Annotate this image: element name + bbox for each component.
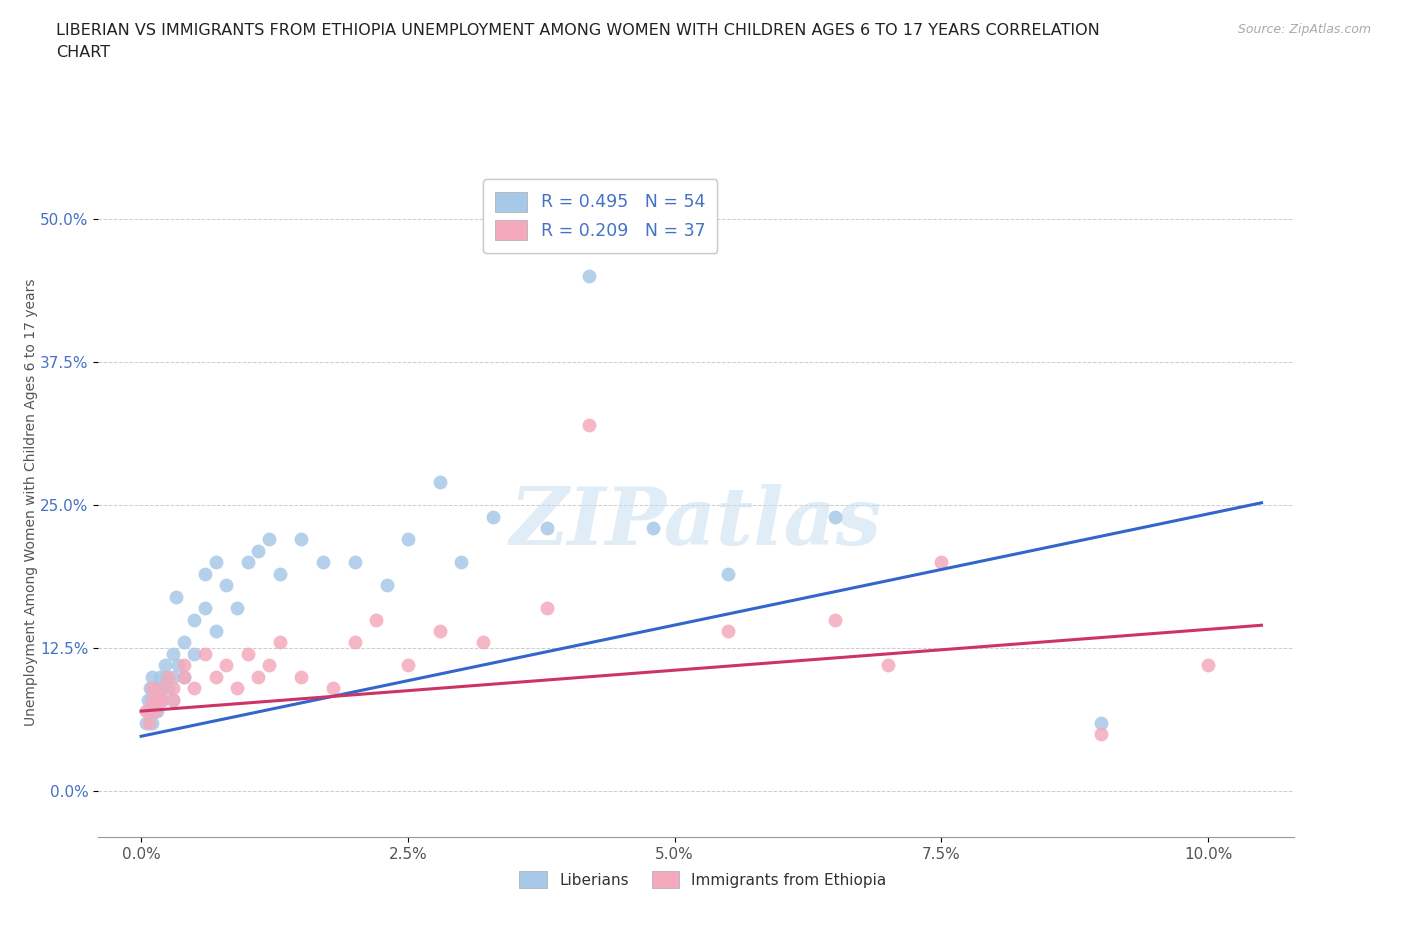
Point	[257, 532, 280, 547]
Point	[717, 623, 740, 638]
Point	[138, 715, 160, 730]
Point	[536, 601, 558, 616]
Text: CHART: CHART	[56, 45, 110, 60]
Point	[142, 692, 165, 707]
Point	[375, 578, 398, 592]
Point	[290, 532, 312, 547]
Point	[877, 658, 900, 672]
Point	[194, 566, 217, 581]
Text: LIBERIAN VS IMMIGRANTS FROM ETHIOPIA UNEMPLOYMENT AMONG WOMEN WITH CHILDREN AGES: LIBERIAN VS IMMIGRANTS FROM ETHIOPIA UNE…	[56, 23, 1099, 38]
Point	[290, 670, 312, 684]
Point	[152, 692, 174, 707]
Point	[162, 646, 184, 661]
Point	[145, 681, 167, 696]
Point	[146, 692, 169, 707]
Point	[343, 635, 366, 650]
Point	[149, 670, 172, 684]
Point	[269, 566, 291, 581]
Point	[396, 658, 419, 672]
Point	[141, 670, 163, 684]
Point	[141, 681, 163, 696]
Point	[269, 635, 291, 650]
Point	[141, 681, 163, 696]
Point	[322, 681, 344, 696]
Point	[183, 646, 205, 661]
Text: Unemployment Among Women with Children Ages 6 to 17 years: Unemployment Among Women with Children A…	[24, 278, 38, 726]
Point	[578, 418, 600, 432]
Point	[194, 646, 217, 661]
Point	[931, 555, 953, 570]
Point	[152, 681, 174, 696]
Point	[396, 532, 419, 547]
Point	[717, 566, 740, 581]
Point	[311, 555, 333, 570]
Point	[143, 704, 166, 719]
Point	[155, 670, 177, 684]
Point	[215, 658, 238, 672]
Point	[824, 612, 846, 627]
Point	[450, 555, 472, 570]
Point	[215, 578, 238, 592]
Point	[141, 692, 163, 707]
Point	[1090, 715, 1112, 730]
Point	[183, 612, 205, 627]
Point	[138, 681, 160, 696]
Point	[146, 692, 169, 707]
Point	[135, 704, 157, 719]
Point	[173, 670, 195, 684]
Point	[148, 681, 170, 696]
Point	[153, 658, 176, 672]
Point	[173, 658, 195, 672]
Point	[536, 521, 558, 536]
Point	[141, 704, 163, 719]
Point	[429, 623, 451, 638]
Point	[173, 670, 195, 684]
Point	[194, 601, 217, 616]
Point	[204, 670, 226, 684]
Point	[165, 590, 187, 604]
Text: Source: ZipAtlas.com: Source: ZipAtlas.com	[1237, 23, 1371, 36]
Point	[162, 670, 184, 684]
Point	[167, 658, 190, 672]
Point	[643, 521, 665, 536]
Point	[162, 692, 184, 707]
Point	[141, 715, 163, 730]
Point	[152, 681, 174, 696]
Point	[162, 681, 184, 696]
Point	[257, 658, 280, 672]
Point	[143, 704, 166, 719]
Point	[138, 704, 160, 719]
Point	[135, 715, 157, 730]
Legend: Liberians, Immigrants from Ethiopia: Liberians, Immigrants from Ethiopia	[513, 865, 893, 895]
Point	[173, 635, 195, 650]
Point	[482, 509, 505, 524]
Point	[156, 670, 179, 684]
Point	[236, 555, 259, 570]
Point	[162, 692, 184, 707]
Point	[247, 670, 270, 684]
Point	[204, 555, 226, 570]
Point	[152, 692, 174, 707]
Point	[236, 646, 259, 661]
Point	[429, 474, 451, 489]
Point	[1090, 726, 1112, 741]
Point	[183, 681, 205, 696]
Point	[226, 681, 249, 696]
Point	[146, 704, 169, 719]
Point	[343, 555, 366, 570]
Point	[156, 681, 179, 696]
Point	[139, 692, 162, 707]
Point	[578, 269, 600, 284]
Point	[1197, 658, 1219, 672]
Point	[471, 635, 494, 650]
Legend: R = 0.495   N = 54, R = 0.209   N = 37: R = 0.495 N = 54, R = 0.209 N = 37	[484, 179, 717, 253]
Point	[204, 623, 226, 638]
Point	[136, 692, 159, 707]
Text: ZIPatlas: ZIPatlas	[510, 484, 882, 561]
Point	[247, 543, 270, 558]
Point	[364, 612, 387, 627]
Point	[226, 601, 249, 616]
Point	[824, 509, 846, 524]
